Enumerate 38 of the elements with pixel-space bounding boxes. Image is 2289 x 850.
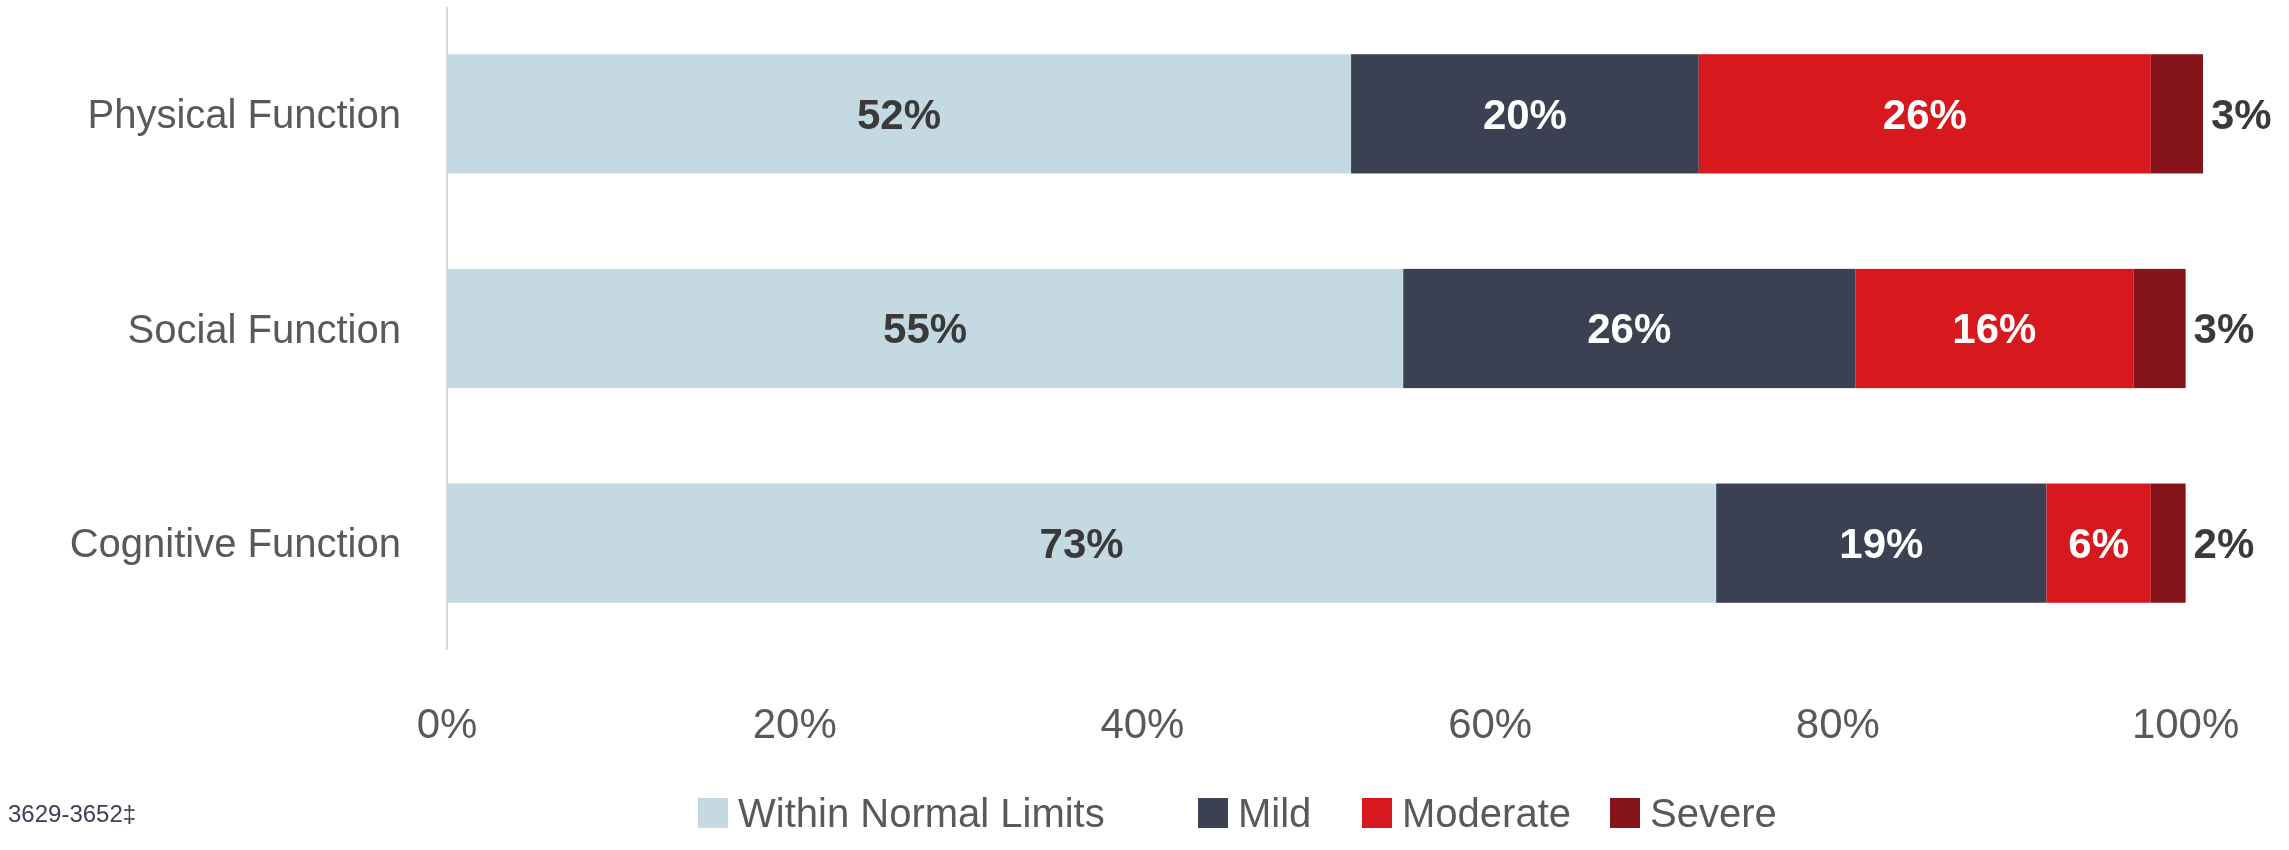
x-tick-label: 100% (2131, 699, 2240, 747)
x-tick-label: 0% (416, 699, 478, 747)
y-tick-label: Social Function (127, 306, 401, 351)
data-label: 19% (1839, 519, 1924, 567)
data-label: 6% (2068, 519, 2130, 567)
bar (447, 483, 1717, 603)
data-label: 52% (857, 90, 942, 138)
data-label: 3% (2193, 305, 2255, 353)
bar (2046, 483, 2151, 603)
x-tick-label: 40% (1100, 699, 1185, 747)
bar (1351, 54, 1699, 174)
data-label: 3% (2211, 90, 2272, 138)
bar (447, 54, 1352, 174)
legend-label: Severe (1650, 791, 1777, 835)
data-label: 73% (1039, 519, 1124, 567)
data-label: 26% (1882, 90, 1967, 138)
legend-label: Moderate (1402, 791, 1571, 835)
bar (2150, 54, 2203, 174)
bar (1855, 268, 2134, 389)
data-label: 16% (1952, 305, 2037, 353)
x-tick-label: 60% (1448, 699, 1533, 747)
bar (2133, 268, 2186, 389)
y-tick-label: Physical Function (87, 91, 401, 136)
legend-label: Mild (1238, 791, 1312, 835)
x-tick-label: 20% (752, 699, 837, 747)
bar (1716, 483, 2047, 603)
y-tick-label: Cognitive Function (69, 521, 401, 566)
data-label: 26% (1587, 305, 1672, 353)
x-tick-label: 80% (1795, 699, 1880, 747)
bar (1698, 54, 2151, 174)
bar (447, 268, 1404, 389)
data-label: 55% (883, 305, 968, 353)
legend-label: Within Normal Limits (738, 791, 1105, 835)
bar (2150, 483, 2186, 603)
text: 3629-3652‡ (8, 800, 137, 827)
bar (1403, 268, 1856, 389)
data-label: 20% (1482, 90, 1567, 138)
data-label: 2% (2193, 519, 2255, 567)
